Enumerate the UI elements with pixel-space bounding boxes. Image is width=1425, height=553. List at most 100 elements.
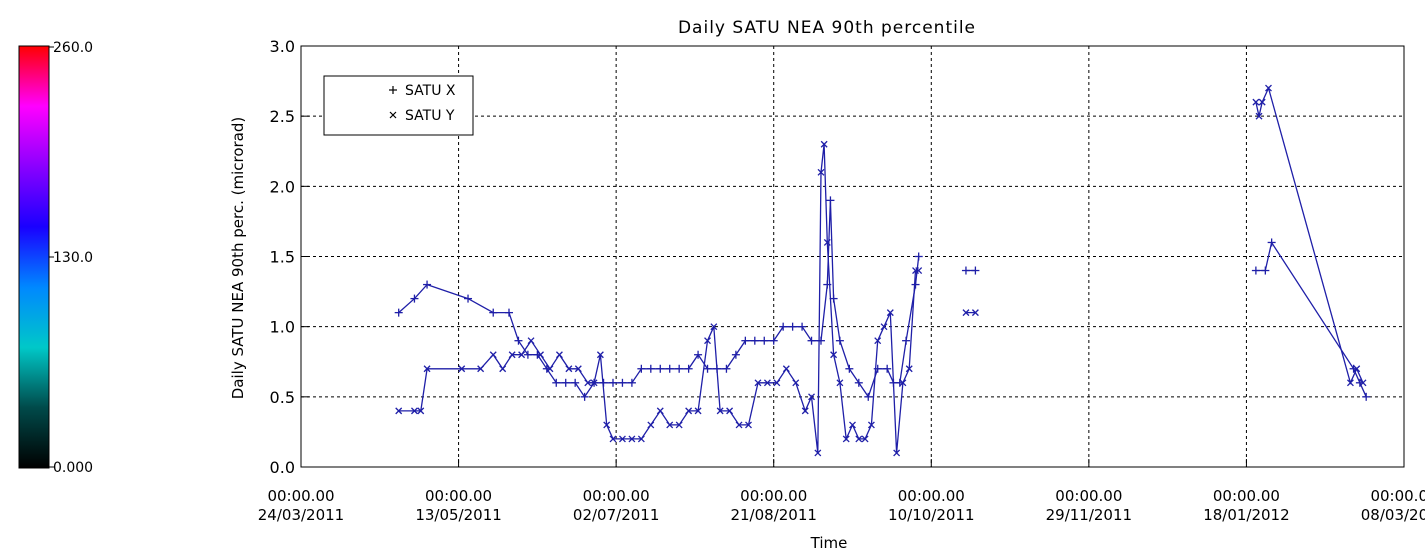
series-satu-y-point	[656, 407, 664, 415]
series-satu-x-point	[410, 294, 419, 303]
series-satu-y-point	[905, 365, 913, 373]
series-satu-y-point	[499, 365, 507, 373]
chart-title: Daily SATU NEA 90th percentile	[678, 18, 976, 38]
series-satu-x-point	[608, 378, 617, 387]
series-satu-y-point	[836, 379, 844, 387]
legend-label: SATU Y	[405, 108, 455, 124]
series-satu-x-point	[675, 364, 684, 373]
series-satu-x-point	[561, 378, 570, 387]
series-satu-y-point	[628, 435, 636, 443]
series-satu-y-point	[584, 379, 592, 387]
series-satu-y-point	[546, 365, 554, 373]
series-satu-x-point	[1267, 238, 1276, 247]
series-satu-x-point	[1251, 266, 1260, 275]
series-satu-x-point	[703, 364, 712, 373]
series-satu-x-point	[741, 336, 750, 345]
y-axis-label: Daily SATU NEA 90th perc. (microrad)	[229, 117, 247, 400]
series-satu-x-point	[883, 364, 892, 373]
x-tick-time: 00:00.00	[583, 487, 650, 505]
series-satu-y-point	[716, 407, 724, 415]
series-satu-y-point	[477, 365, 485, 373]
series-satu-x-point	[665, 364, 674, 373]
series-satu-x-point	[618, 378, 627, 387]
series-satu-y-point	[745, 421, 752, 429]
y-tick-label: 2.0	[270, 177, 295, 196]
series-satu-y-point	[596, 351, 604, 359]
y-tick-labels: 0.0 0.5 1.0 1.5 2.0 2.5 3.0	[270, 37, 295, 477]
series-satu-x-point	[394, 308, 403, 317]
colorbar-max-label: 260.0	[53, 40, 93, 56]
series-satu-y-point	[417, 407, 425, 415]
series-satu-x-point	[627, 378, 636, 387]
series-satu-y-point	[565, 365, 573, 373]
legend-box	[323, 75, 474, 136]
series-satu-y-point	[782, 365, 790, 373]
x-tick-date: 13/05/2011	[415, 506, 501, 524]
series-satu-x-point	[1261, 266, 1270, 275]
series-satu-y-point	[647, 421, 655, 429]
y-tick-label: 0.0	[270, 458, 295, 477]
series-satu-y-point	[915, 267, 923, 274]
colorbar-gradient	[18, 45, 50, 469]
series-satu-y-point	[685, 407, 693, 415]
x-tick-time: 00:00.00	[740, 487, 807, 505]
series-satu-y-point	[763, 379, 771, 387]
series-satu-y-point	[792, 379, 800, 387]
x-tick-date: 29/11/2011	[1046, 506, 1132, 524]
series-satu-y	[395, 84, 1367, 457]
series-satu-y-point	[1252, 98, 1260, 106]
y-tick-label: 2.5	[270, 107, 295, 126]
series-satu-y-point	[710, 323, 718, 331]
series-satu-y-point	[603, 421, 611, 429]
axis-ticks	[300, 45, 1405, 468]
y-tick-label: 1.0	[270, 318, 295, 337]
series-satu-y-point	[893, 449, 901, 457]
series-satu-x-point	[423, 280, 432, 289]
series-satu-x-point	[902, 336, 911, 345]
series-satu-y-point	[820, 140, 828, 148]
series-satu-y-point	[886, 309, 894, 317]
series-satu-y-point	[618, 435, 626, 443]
x-axis-label: Time	[810, 534, 848, 552]
series-satu-x-point	[580, 392, 589, 401]
x-tick-time: 00:00.00	[267, 487, 334, 505]
series-satu-y-point	[899, 379, 907, 387]
series-satu-y-point	[801, 407, 809, 415]
colorbar-mid-label: 130.0	[53, 250, 93, 266]
series-satu-y-point	[537, 351, 544, 359]
series-satu-y-point	[849, 421, 856, 429]
series-satu-x-point	[637, 364, 646, 373]
series-satu-y-line	[398, 144, 919, 454]
series-satu-x-point	[788, 322, 797, 331]
series-satu-y-point	[842, 435, 850, 443]
grid	[301, 46, 1404, 467]
series-satu-x-point	[489, 308, 498, 317]
series-satu-x-point	[1362, 392, 1371, 401]
series-satu-x-point	[646, 364, 655, 373]
x-tick-time: 00:00.00	[898, 487, 965, 505]
series-satu-x-point	[684, 364, 693, 373]
x-tick-time: 00:00.00	[1370, 487, 1425, 505]
x-tick-date: 08/03/2012	[1361, 506, 1425, 524]
series-satu-x-point	[750, 336, 759, 345]
series-satu-y-point	[590, 379, 598, 387]
series-satu-x-point	[504, 308, 513, 317]
series-satu-x-point	[854, 378, 863, 387]
series-satu-x-point	[845, 364, 854, 373]
series-satu-x-point	[914, 252, 923, 261]
series-satu-x-point	[779, 322, 788, 331]
series-satu-y-point	[423, 365, 431, 373]
series-satu-y-point	[823, 239, 831, 246]
series-satu-x-point	[523, 350, 532, 359]
series-satu-y-point	[1265, 84, 1272, 92]
series-satu-x-point	[571, 378, 580, 387]
series-satu-x	[394, 196, 1371, 401]
series-satu-y-point	[555, 351, 563, 359]
x-tick-date: 24/03/2011	[258, 506, 344, 524]
series-satu-y-point	[666, 421, 674, 429]
x-tick-time: 00:00.00	[1055, 487, 1122, 505]
series-layer	[394, 84, 1371, 457]
series-satu-x-point	[514, 336, 523, 345]
series-satu-y-point	[814, 449, 822, 457]
